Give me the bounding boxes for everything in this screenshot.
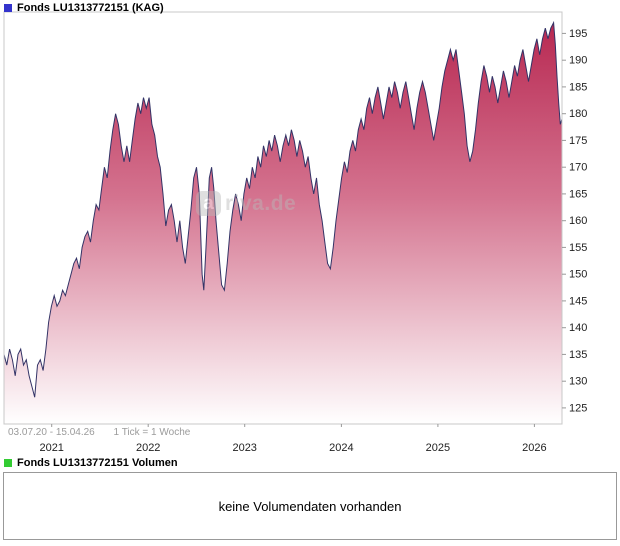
chart-footer-info: 03.07.20 - 15.04.26 1 Tick = 1 Woche [8,427,190,438]
svg-text:2023: 2023 [232,442,256,454]
svg-text:140: 140 [569,322,587,334]
svg-text:150: 150 [569,269,587,281]
tick-interval-label: 1 Tick = 1 Woche [113,427,191,438]
volume-legend: Fonds LU1313772151 Volumen [4,457,178,469]
volume-series-label: Fonds LU1313772151 Volumen [17,457,178,469]
price-series-label: Fonds LU1313772151 (KAG) [17,2,164,14]
svg-text:185: 185 [569,81,587,93]
svg-text:135: 135 [569,349,587,361]
svg-text:190: 190 [569,55,587,67]
date-range-label: 03.07.20 - 15.04.26 [8,427,95,438]
price-chart-canvas: 125 130 135 140 145 150 155 160 165 170 175 180 185 1… [3,11,587,454]
svg-text:175: 175 [569,135,587,147]
svg-text:160: 160 [569,215,587,227]
svg-text:195: 195 [569,28,587,40]
svg-text:2026: 2026 [522,442,546,454]
volume-series-color-icon [4,459,12,467]
svg-text:130: 130 [569,376,587,388]
svg-text:2024: 2024 [329,442,353,454]
no-volume-data-message: keine Volumendaten vorhanden [218,498,402,514]
svg-text:2022: 2022 [136,442,160,454]
volume-panel: keine Volumendaten vorhanden [3,472,617,540]
svg-text:165: 165 [569,188,587,200]
svg-text:180: 180 [569,108,587,120]
svg-text:155: 155 [569,242,587,254]
svg-text:170: 170 [569,162,587,174]
svg-text:2021: 2021 [39,442,63,454]
svg-text:125: 125 [569,402,587,414]
svg-text:145: 145 [569,295,587,307]
svg-text:2025: 2025 [426,442,450,454]
price-series-color-icon [4,4,12,12]
price-legend: Fonds LU1313772151 (KAG) [4,2,164,14]
